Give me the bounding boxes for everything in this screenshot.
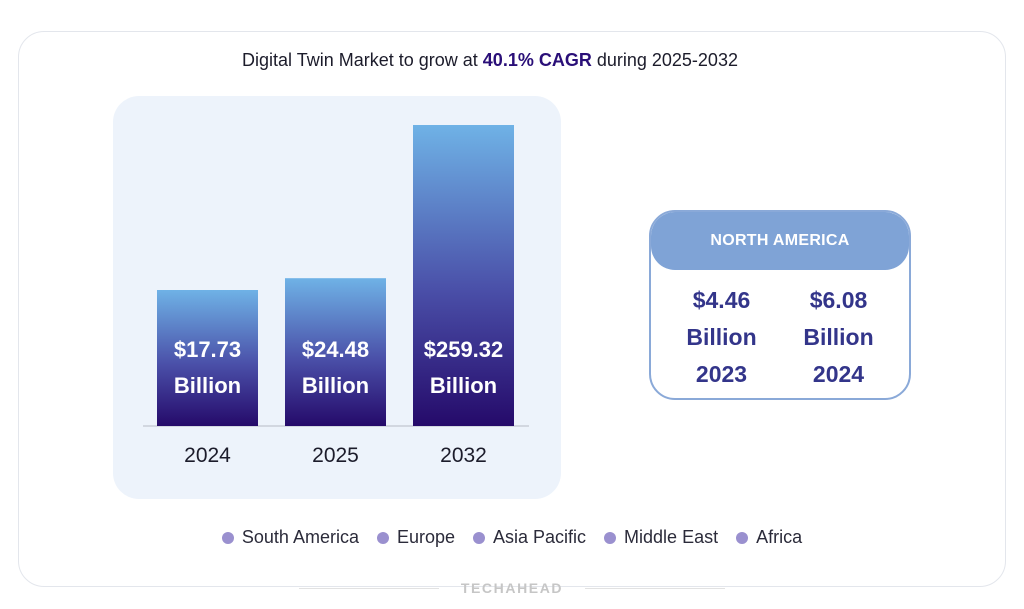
stat-year: 2024	[812, 361, 865, 387]
north-america-stat-2024: $6.08 Billion 2024	[803, 282, 873, 393]
bar-chart-panel: $17.73 Billion 2024 $24.48 Billion 2025 $259.3…	[113, 96, 561, 499]
legend-item-south-america: South America	[221, 527, 359, 548]
bar-unit-label: Billion	[174, 373, 241, 398]
legend-item-asia-pacific: Asia Pacific	[473, 527, 586, 548]
legend-label: Europe	[396, 527, 455, 547]
bar-unit-label: Billion	[430, 373, 497, 398]
legend-dot-icon	[473, 531, 485, 544]
x-tick-label: 2032	[440, 444, 487, 467]
stat-unit: Billion	[686, 324, 757, 350]
north-america-header: NORTH AMERICA	[651, 212, 909, 270]
legend-item-middle-east: Middle East	[604, 527, 718, 548]
footer: TECHAHEAD	[0, 578, 1024, 598]
title-prefix: Digital Twin Market to grow at	[242, 50, 483, 70]
stat-unit: Billion	[803, 324, 874, 350]
north-america-card: NORTH AMERICA $4.46 Billion 2023 $6.08 B…	[649, 210, 911, 400]
bar-value-label: $24.48	[302, 337, 369, 362]
legend-dot-icon	[376, 531, 389, 544]
title-suffix: during 2025-2032	[591, 50, 738, 70]
legend-item-africa: Africa	[736, 527, 802, 548]
bar-2032	[413, 125, 514, 426]
footer-divider-right	[585, 587, 726, 589]
bar-value-label: $17.73	[174, 337, 241, 362]
footer-divider-left	[298, 587, 439, 589]
legend-label: Africa	[756, 527, 803, 547]
bar-chart: $17.73 Billion 2024 $24.48 Billion 2025 $259.3…	[143, 125, 529, 467]
bar-2024	[157, 290, 258, 426]
stat-value: $6.08	[809, 287, 868, 313]
north-america-stat-2023: $4.46 Billion 2023	[686, 282, 756, 393]
x-tick-label: 2024	[184, 444, 231, 467]
region-legend: South America Europe Asia Pacific Middle…	[0, 527, 1024, 548]
legend-label: Middle East	[624, 527, 719, 547]
legend-item-europe: Europe	[376, 527, 455, 548]
legend-label: Asia Pacific	[493, 527, 587, 547]
legend-dot-icon	[604, 531, 617, 544]
legend-dot-icon	[221, 531, 234, 544]
stat-year: 2023	[695, 361, 748, 387]
stat-value: $4.46	[692, 287, 751, 313]
title-highlight: 40.1% CAGR	[482, 50, 592, 70]
page-title: Digital Twin Market to grow at 40.1% CAG…	[0, 50, 980, 71]
x-tick-label: 2025	[312, 444, 359, 467]
bar-2025	[285, 278, 386, 426]
legend-label: South America	[241, 527, 359, 547]
bar-value-label: $259.32	[424, 337, 504, 362]
bar-unit-label: Billion	[302, 373, 369, 398]
north-america-stats: $4.46 Billion 2023 $6.08 Billion 2024	[651, 270, 909, 393]
brand-logo-text: TECHAHEAD	[460, 580, 564, 596]
legend-dot-icon	[736, 531, 749, 544]
